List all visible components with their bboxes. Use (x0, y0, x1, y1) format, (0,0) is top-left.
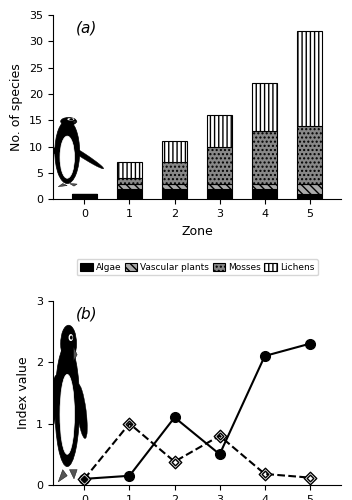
Polygon shape (58, 470, 67, 482)
Shannon Index (263, 353, 267, 359)
Shannon Index (308, 340, 312, 346)
Simpson Index (308, 474, 312, 480)
Ellipse shape (29, 136, 77, 168)
Legend: Algae, Vascular plants, Mosses, Lichens: Algae, Vascular plants, Mosses, Lichens (77, 259, 318, 276)
Bar (117, 189, 142, 200)
Shannon Index (127, 473, 132, 479)
Ellipse shape (68, 119, 74, 120)
Polygon shape (69, 470, 77, 479)
Text: (a): (a) (76, 20, 97, 36)
Simpson Index (218, 433, 222, 439)
Ellipse shape (71, 336, 72, 339)
Bar (162, 184, 187, 189)
Ellipse shape (60, 140, 103, 169)
Line: Shannon Index: Shannon Index (80, 339, 315, 484)
Bar (252, 131, 277, 184)
Simpson Index (263, 471, 267, 477)
Bar (297, 184, 322, 194)
Line: Simpson Index: Simpson Index (78, 418, 316, 485)
Bar (252, 84, 277, 131)
Bar (297, 31, 322, 126)
Bar (297, 194, 322, 200)
Y-axis label: Index value: Index value (17, 356, 30, 429)
Polygon shape (74, 347, 77, 361)
Ellipse shape (61, 118, 76, 125)
Shannon Index (218, 452, 222, 458)
Ellipse shape (55, 344, 80, 466)
Bar (252, 184, 277, 189)
Ellipse shape (76, 384, 87, 438)
Polygon shape (69, 184, 77, 186)
Bar (72, 194, 97, 200)
Bar (252, 189, 277, 200)
Polygon shape (74, 121, 77, 123)
Bar (117, 162, 142, 178)
Bar (207, 115, 232, 146)
Bar (117, 178, 142, 184)
Ellipse shape (47, 375, 59, 436)
Polygon shape (58, 184, 67, 186)
Bar (162, 162, 187, 184)
Ellipse shape (69, 335, 73, 340)
Bar (207, 184, 232, 189)
Ellipse shape (60, 136, 75, 178)
Bar (162, 189, 187, 200)
Simpson Index (82, 476, 87, 482)
Bar (207, 189, 232, 200)
Simpson Index (127, 420, 132, 426)
Text: (b): (b) (76, 306, 98, 321)
Ellipse shape (61, 326, 76, 362)
Ellipse shape (55, 120, 80, 184)
X-axis label: Zone: Zone (181, 224, 213, 237)
Bar (162, 142, 187, 163)
Bar (117, 184, 142, 189)
Ellipse shape (60, 374, 75, 454)
Simpson Index (172, 458, 177, 464)
Bar (207, 146, 232, 184)
Shannon Index (82, 476, 87, 482)
Y-axis label: No. of species: No. of species (11, 64, 23, 151)
Shannon Index (172, 414, 177, 420)
Bar (297, 126, 322, 184)
